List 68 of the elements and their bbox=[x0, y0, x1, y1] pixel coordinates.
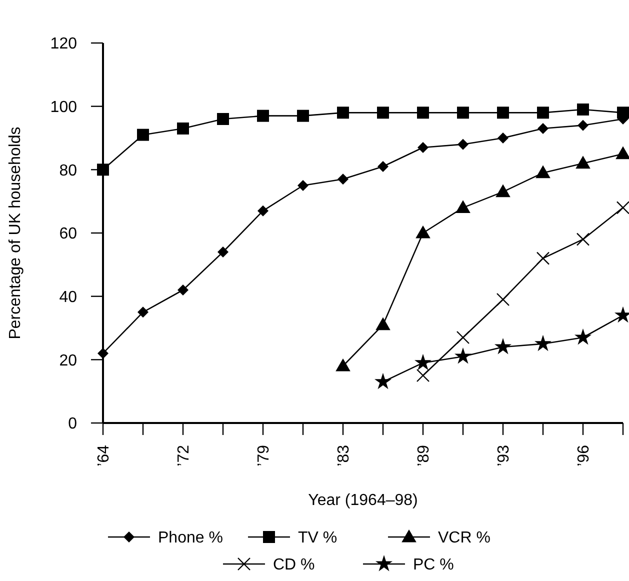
legend-label: TV % bbox=[298, 530, 338, 547]
point bbox=[178, 284, 188, 296]
point bbox=[577, 104, 589, 116]
point bbox=[578, 120, 588, 131]
point bbox=[617, 106, 629, 119]
legend-label: Phone % bbox=[158, 530, 223, 547]
point bbox=[336, 358, 350, 372]
point bbox=[456, 330, 470, 344]
point bbox=[338, 174, 348, 185]
point bbox=[458, 138, 468, 150]
point bbox=[576, 232, 590, 246]
x-axis-title: Year (1964–98) bbox=[308, 492, 418, 509]
point bbox=[616, 201, 629, 214]
y-tick-label: 20 bbox=[59, 352, 78, 370]
point bbox=[536, 165, 550, 178]
point bbox=[497, 106, 509, 119]
point bbox=[574, 328, 592, 345]
point bbox=[98, 348, 108, 359]
y-tick-label: 80 bbox=[59, 162, 78, 180]
point bbox=[97, 164, 109, 176]
y-axis-title: Percentage of UK households bbox=[7, 126, 24, 340]
x-tick-label: ’72 bbox=[176, 444, 193, 466]
point bbox=[414, 354, 432, 370]
point bbox=[416, 368, 430, 382]
point bbox=[418, 142, 428, 153]
legend-label: PC % bbox=[413, 556, 454, 574]
point bbox=[177, 122, 189, 134]
point bbox=[297, 110, 309, 122]
x-tick-label: ’79 bbox=[256, 444, 273, 466]
point bbox=[496, 292, 510, 306]
point bbox=[337, 106, 349, 119]
point bbox=[456, 200, 470, 213]
point bbox=[498, 132, 508, 144]
x-tick-label: ’96 bbox=[576, 444, 593, 466]
point bbox=[137, 128, 149, 141]
point bbox=[454, 348, 472, 364]
y-tick-label: 0 bbox=[68, 416, 78, 433]
point bbox=[376, 317, 390, 330]
point bbox=[494, 338, 512, 354]
point bbox=[138, 306, 148, 318]
x-tick-label: ’83 bbox=[336, 444, 353, 466]
y-tick-label: 120 bbox=[50, 36, 78, 53]
point bbox=[537, 106, 549, 119]
point bbox=[217, 113, 229, 125]
x-tick-label: ’89 bbox=[416, 444, 433, 466]
legend-label: VCR % bbox=[438, 530, 490, 547]
x-tick-label: ’64 bbox=[96, 444, 113, 466]
point bbox=[218, 246, 228, 258]
point bbox=[457, 106, 469, 119]
point bbox=[377, 106, 389, 119]
y-tick-label: 40 bbox=[59, 288, 78, 306]
legend-label: CD % bbox=[273, 556, 315, 574]
point bbox=[378, 161, 388, 172]
point bbox=[417, 106, 429, 119]
point bbox=[576, 156, 590, 169]
point bbox=[538, 123, 548, 134]
point bbox=[298, 180, 308, 191]
point bbox=[536, 252, 550, 265]
point bbox=[257, 110, 269, 122]
point bbox=[496, 184, 510, 198]
point bbox=[534, 334, 552, 352]
y-tick-label: 60 bbox=[59, 226, 78, 243]
y-tick-label: 100 bbox=[50, 98, 78, 116]
point bbox=[416, 225, 430, 238]
x-tick-label: ’93 bbox=[496, 444, 513, 466]
point bbox=[616, 146, 629, 160]
point bbox=[258, 205, 268, 216]
point bbox=[374, 372, 392, 390]
